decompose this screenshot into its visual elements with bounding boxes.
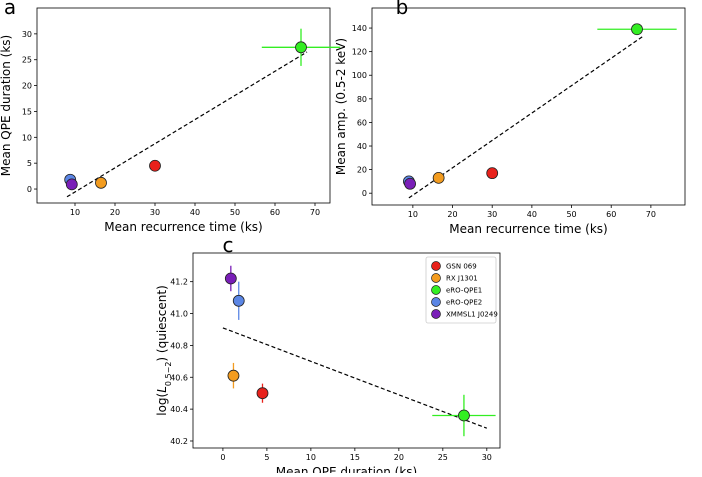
y-axis-label-part: 0.5−2 (164, 362, 173, 387)
plot-frame (371, 7, 686, 206)
y-axis-label: Mean amp. (0.5-2 keV) (334, 38, 348, 175)
x-tick-label: 10 (70, 208, 80, 217)
x-tick-label: 15 (350, 453, 360, 462)
y-tick-label: 25 (22, 56, 32, 65)
fit-line (222, 327, 488, 429)
y-tick-label: 40.6 (170, 373, 188, 382)
fit-line (66, 51, 308, 198)
x-tick-label: 20 (110, 208, 120, 217)
y-tick-label: 40.8 (170, 341, 188, 350)
x-tick-label: 30 (150, 208, 160, 217)
y-tick-label: 15 (22, 107, 32, 116)
legend-label: eRO-QPE2 (446, 299, 482, 307)
x-tick-label: 50 (230, 208, 240, 217)
y-tick-label: 41.0 (170, 310, 188, 319)
y-axis-label-part: L (155, 386, 169, 393)
y-tick-label: 140 (352, 24, 367, 33)
y-tick-label: 120 (352, 48, 367, 57)
legend-marker (431, 273, 441, 283)
legend-box (425, 256, 497, 324)
legend-marker (431, 261, 441, 271)
x-tick-label: 30 (482, 453, 492, 462)
x-tick-label: 30 (487, 210, 497, 219)
data-point (65, 178, 78, 191)
x-tick-label: 0 (220, 453, 225, 462)
y-axis-label: Mean QPE duration (ks) (0, 35, 13, 176)
panel-label: c (223, 233, 234, 257)
x-axis-label: Mean QPE duration (ks) (276, 465, 417, 473)
data-point (149, 159, 161, 172)
panel-label: b (396, 0, 409, 19)
x-tick-label: 50 (566, 210, 576, 219)
plot-frame (36, 7, 331, 204)
x-tick-label: 40 (527, 210, 537, 219)
y-tick-label: 60 (357, 118, 367, 127)
data-point (232, 294, 245, 307)
y-tick-label: 40.2 (170, 437, 188, 446)
y-tick-label: 0 (27, 185, 32, 194)
x-tick-label: 70 (646, 210, 656, 219)
y-tick-label: 30 (22, 30, 32, 39)
data-point (256, 387, 269, 400)
x-axis-label: Mean recurrence time (ks) (104, 220, 262, 234)
data-point (486, 167, 499, 180)
data-point (458, 409, 470, 422)
y-tick-label: 40.4 (170, 405, 188, 414)
y-axis-label-part: log( (155, 393, 169, 416)
x-tick-label: 40 (190, 208, 200, 217)
panel-label: a (4, 0, 16, 19)
legend-label: XMMSL1 J0249 (446, 311, 498, 319)
x-tick-label: 20 (447, 210, 457, 219)
data-point (404, 177, 416, 190)
y-tick-label: 80 (357, 95, 367, 104)
legend-label: GSN 069 (446, 263, 477, 271)
x-tick-label: 25 (438, 453, 448, 462)
data-point (631, 23, 643, 36)
y-tick-label: 41.2 (170, 278, 188, 287)
data-point (224, 272, 237, 285)
y-tick-label: 20 (357, 166, 367, 175)
x-tick-label: 10 (306, 453, 316, 462)
data-point (432, 171, 445, 184)
y-tick-label: 20 (22, 82, 32, 91)
data-point (95, 176, 107, 189)
x-tick-label: 5 (264, 453, 269, 462)
x-tick-label: 10 (408, 210, 418, 219)
x-axis-label: Mean recurrence time (ks) (449, 222, 607, 236)
plot-frame (192, 252, 501, 449)
legend-marker (431, 297, 441, 307)
legend-label: RX J1301 (446, 275, 478, 283)
y-tick-label: 100 (352, 71, 367, 80)
data-point (295, 41, 307, 54)
legend-label: eRO-QPE1 (446, 287, 482, 295)
legend-marker (431, 285, 441, 295)
x-tick-label: 60 (606, 210, 616, 219)
y-tick-label: 5 (27, 159, 32, 168)
legend-marker (431, 309, 441, 319)
y-tick-label: 10 (22, 133, 32, 142)
y-tick-label: 0 (362, 189, 367, 198)
x-tick-label: 70 (310, 208, 320, 217)
data-point (227, 369, 240, 382)
y-axis-label-part: ) (quiescent) (155, 285, 169, 361)
y-tick-label: 40 (357, 142, 367, 151)
x-tick-label: 20 (394, 453, 404, 462)
x-tick-label: 60 (270, 208, 280, 217)
fit-line (408, 35, 644, 199)
y-axis-label: log(L0.5−2) (quiescent) (155, 285, 173, 416)
